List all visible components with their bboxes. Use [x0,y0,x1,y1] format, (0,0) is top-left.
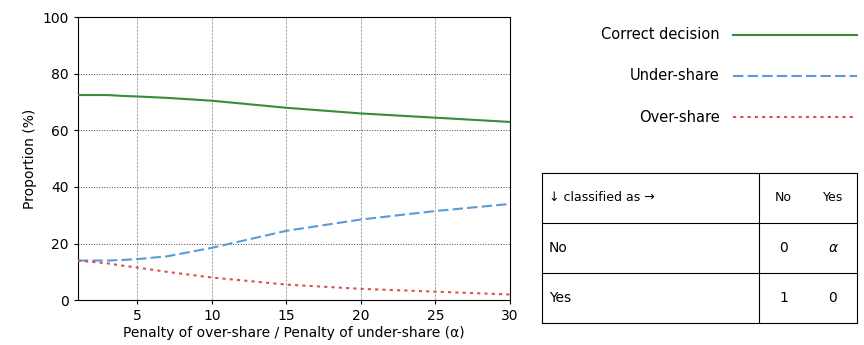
Text: 1: 1 [779,290,788,305]
Y-axis label: Proportion (%): Proportion (%) [22,109,37,209]
Text: Correct decision: Correct decision [601,27,720,42]
Text: α: α [829,240,837,255]
Text: No: No [549,240,568,255]
Text: 0: 0 [779,240,788,255]
Text: 0: 0 [829,290,837,305]
X-axis label: Penalty of over-share / Penalty of under-share (α): Penalty of over-share / Penalty of under… [123,326,465,340]
Text: Under-share: Under-share [630,68,720,83]
Text: Yes: Yes [823,191,843,204]
Text: ↓ classified as →: ↓ classified as → [549,191,655,204]
Text: Over-share: Over-share [638,110,720,125]
Text: No: No [775,191,792,204]
Text: Yes: Yes [549,290,571,305]
